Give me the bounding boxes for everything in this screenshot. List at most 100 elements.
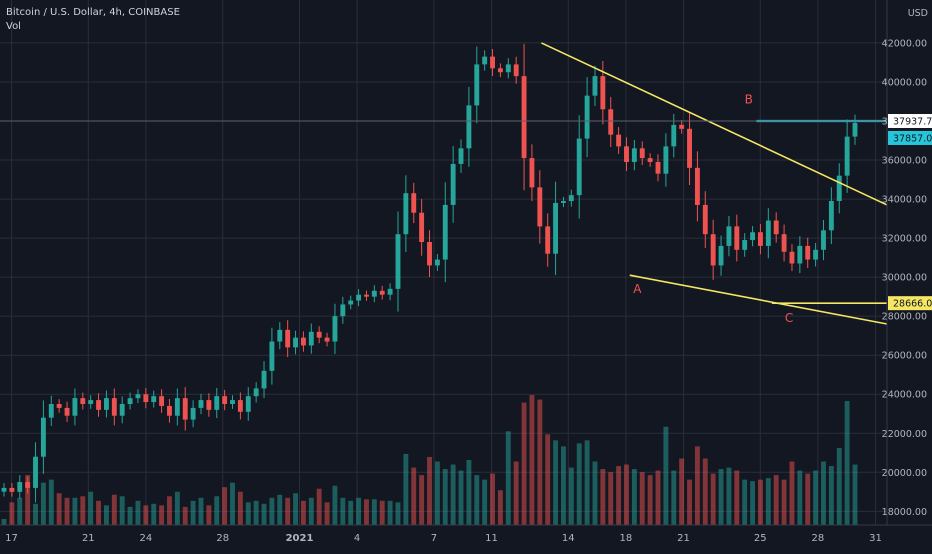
candle-body[interactable] (537, 187, 543, 227)
candle-body[interactable] (742, 240, 748, 250)
candle-body[interactable] (40, 417, 46, 457)
candle-body[interactable] (1, 487, 7, 492)
candle-body[interactable] (631, 148, 637, 162)
candle-body[interactable] (143, 394, 149, 403)
candle-body[interactable] (805, 245, 811, 260)
candle-body[interactable] (119, 403, 125, 416)
candle-body[interactable] (198, 400, 204, 408)
candle-body[interactable] (813, 249, 819, 260)
candle-body[interactable] (237, 400, 243, 412)
candle-body[interactable] (497, 68, 503, 73)
candle-body[interactable] (103, 398, 109, 410)
candle-body[interactable] (513, 64, 519, 77)
candle-body[interactable] (324, 337, 330, 342)
candle-body[interactable] (505, 64, 511, 73)
candle-body[interactable] (616, 134, 622, 147)
candle-body[interactable] (679, 124, 685, 129)
candle-body[interactable] (608, 109, 614, 135)
candle-body[interactable] (529, 158, 535, 188)
candle-body[interactable] (828, 201, 834, 231)
candle-body[interactable] (821, 230, 826, 250)
candle-body[interactable] (371, 290, 377, 297)
candle-body[interactable] (781, 234, 787, 252)
candle-body[interactable] (300, 337, 306, 346)
candle-body[interactable] (80, 398, 86, 404)
upper-trendline[interactable] (541, 42, 888, 206)
candle-body[interactable] (600, 76, 606, 110)
candle-body[interactable] (521, 76, 527, 159)
candle-body[interactable] (293, 337, 298, 348)
candle-body[interactable] (624, 146, 629, 162)
candle-body[interactable] (159, 396, 165, 406)
candle-body[interactable] (639, 148, 645, 159)
candle-body[interactable] (56, 403, 62, 408)
candle-body[interactable] (584, 95, 590, 139)
candle-body[interactable] (647, 158, 653, 162)
candle-body[interactable] (88, 400, 94, 404)
candle-body[interactable] (190, 407, 196, 420)
candle-body[interactable] (482, 56, 488, 65)
candle-body[interactable] (553, 202, 559, 254)
candle-body[interactable] (844, 136, 850, 176)
candle-body[interactable] (174, 398, 180, 416)
candle-body[interactable] (25, 482, 31, 488)
candle-body[interactable] (222, 396, 228, 404)
candle-body[interactable] (316, 331, 322, 338)
candle-body[interactable] (797, 245, 803, 264)
candle-body[interactable] (135, 394, 141, 399)
candle-body[interactable] (9, 487, 15, 492)
candle-body[interactable] (710, 234, 716, 266)
lower-trendline[interactable] (629, 274, 888, 325)
candle-body[interactable] (206, 400, 212, 410)
candle-body[interactable] (245, 396, 251, 412)
candle-body[interactable] (671, 124, 677, 147)
candle-body[interactable] (230, 400, 235, 404)
candle-body[interactable] (734, 226, 740, 250)
candle-body[interactable] (277, 329, 283, 342)
candle-body[interactable] (655, 161, 661, 174)
candle-body[interactable] (17, 482, 23, 492)
candle-body[interactable] (348, 300, 354, 305)
candle-body[interactable] (836, 175, 842, 202)
candle-body[interactable] (261, 370, 267, 389)
candle-body[interactable] (576, 138, 582, 196)
candle-body[interactable] (663, 146, 669, 174)
candle-body[interactable] (561, 201, 566, 203)
candle-body[interactable] (718, 245, 724, 266)
candle-body[interactable] (151, 396, 157, 403)
candle-body[interactable] (411, 193, 417, 213)
candle-body[interactable] (48, 403, 54, 418)
candle-body[interactable] (434, 259, 440, 266)
candle-body[interactable] (687, 128, 692, 168)
candle-body[interactable] (167, 405, 172, 416)
candle-body[interactable] (442, 204, 448, 260)
candle-body[interactable] (702, 204, 708, 235)
candle-body[interactable] (340, 304, 346, 317)
candle-body[interactable] (214, 396, 220, 410)
candle-body[interactable] (111, 398, 117, 416)
candle-body[interactable] (694, 167, 700, 205)
candle-body[interactable] (450, 163, 456, 205)
candle-body[interactable] (474, 64, 480, 106)
candle-body[interactable] (568, 195, 574, 202)
candle-body[interactable] (419, 212, 425, 243)
candle-body[interactable] (364, 294, 369, 297)
candle-body[interactable] (773, 220, 779, 235)
candle-body[interactable] (356, 294, 362, 301)
candle-body[interactable] (765, 220, 771, 246)
candle-body[interactable] (33, 456, 38, 488)
candle-body[interactable] (403, 193, 409, 235)
candle-body[interactable] (285, 329, 291, 348)
candle-body[interactable] (852, 122, 858, 137)
candle-body[interactable] (592, 76, 598, 96)
candle-body[interactable] (72, 398, 78, 416)
candle-body[interactable] (308, 331, 314, 346)
candle-body[interactable] (545, 226, 551, 254)
candle-body[interactable] (387, 288, 393, 295)
candle-body[interactable] (253, 388, 259, 397)
candle-body[interactable] (750, 232, 756, 241)
candle-body[interactable] (458, 148, 464, 164)
candle-body[interactable] (182, 398, 188, 420)
